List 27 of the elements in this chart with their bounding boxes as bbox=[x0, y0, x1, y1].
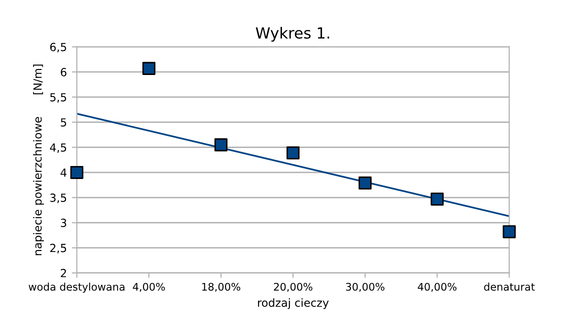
x-tick-label: 20,00% bbox=[274, 282, 312, 292]
x-tick-label: 40,00% bbox=[418, 282, 456, 292]
x-tick-label: woda destylowana bbox=[28, 282, 124, 293]
point bbox=[70, 166, 84, 179]
y-tick-label: 2 bbox=[60, 268, 66, 278]
point bbox=[142, 62, 156, 75]
point bbox=[502, 225, 516, 238]
y-tick-label: 2,5 bbox=[50, 244, 66, 254]
y-tick-label: 5,5 bbox=[50, 93, 66, 103]
chart-title: Wykres 1. bbox=[256, 26, 330, 42]
y-axis-title: napiecie powierzchniowe [N/m] bbox=[33, 64, 44, 256]
y-tick-label: 4,5 bbox=[50, 143, 66, 153]
y-tick-label: 6,5 bbox=[50, 42, 66, 52]
y-tick-label: 6 bbox=[60, 68, 66, 76]
x-axis-title: rodzaj cieczy bbox=[258, 298, 329, 310]
x-tick-label: denaturat bbox=[484, 282, 535, 291]
point bbox=[358, 176, 372, 190]
y-tick-label: 4 bbox=[60, 168, 66, 177]
x-tick-label: 30,00% bbox=[346, 282, 384, 292]
x-tick-label: 18,00% bbox=[202, 282, 240, 292]
point bbox=[214, 138, 228, 152]
x-tick-label: 4,00% bbox=[132, 282, 165, 292]
y-tick-label: 3,5 bbox=[50, 194, 66, 204]
point bbox=[430, 192, 444, 206]
y-tick-label: 5 bbox=[60, 118, 66, 127]
y-tick-label: 3 bbox=[60, 218, 66, 228]
point bbox=[286, 146, 300, 160]
